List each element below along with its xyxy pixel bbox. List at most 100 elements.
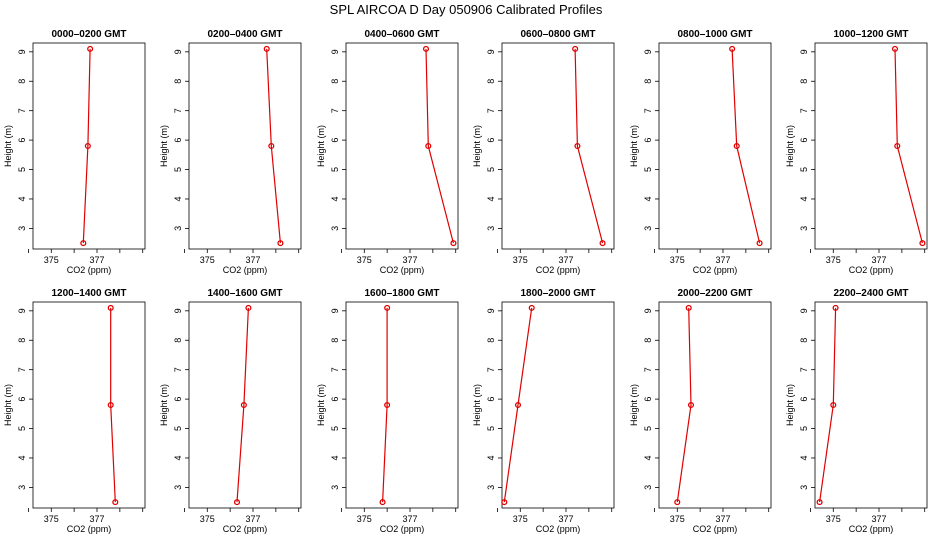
y-axis-label: Height (m) — [3, 384, 13, 426]
y-tick-label: 3 — [173, 485, 183, 490]
series-line — [266, 48, 281, 244]
x-tick-label: 377 — [715, 514, 730, 524]
data-point — [816, 499, 823, 506]
data-point — [107, 304, 114, 311]
y-tick-label: 6 — [173, 138, 183, 143]
panel-title: 2000–2200 GMT — [677, 288, 752, 299]
data-point — [891, 45, 899, 52]
y-tick-label: 3 — [486, 485, 496, 490]
y-tick-label: 7 — [643, 367, 653, 372]
y-tick-label: 3 — [799, 226, 809, 231]
x-tick-label: 375 — [513, 514, 528, 524]
series-line — [819, 307, 837, 503]
data-point — [450, 240, 457, 247]
plot-frame — [658, 301, 772, 509]
series-line — [894, 48, 923, 244]
y-tick-label: 3 — [799, 485, 809, 490]
data-point — [572, 45, 579, 52]
y-tick-label: 7 — [173, 367, 183, 372]
y-tick-label: 5 — [330, 426, 340, 431]
y-tick-label: 7 — [643, 108, 653, 113]
y-tick-label: 4 — [643, 196, 653, 201]
y-tick-label: 9 — [799, 308, 809, 313]
y-tick-label: 7 — [799, 367, 809, 372]
data-point — [733, 142, 740, 150]
x-axis-label: CO2 (ppm) — [693, 265, 738, 275]
y-axis-label: Height (m) — [159, 384, 169, 426]
panel-title: 0800–1000 GMT — [677, 29, 752, 40]
y-tick-label: 7 — [17, 108, 27, 113]
y-tick-label: 4 — [799, 455, 809, 460]
data-point — [268, 142, 275, 150]
y-tick-label: 6 — [799, 397, 809, 402]
x-tick-label: 377 — [402, 255, 417, 265]
x-axis-label: CO2 (ppm) — [849, 265, 894, 275]
y-tick-label: 6 — [330, 397, 340, 402]
data-point — [528, 304, 535, 311]
x-tick-label: 377 — [871, 255, 886, 265]
plot-frame — [658, 42, 772, 250]
data-point — [112, 499, 119, 506]
series-line — [731, 48, 761, 244]
figure-title: SPL AIRCOA D Day 050906 Calibrated Profi… — [330, 2, 603, 17]
y-tick-label: 8 — [486, 338, 496, 343]
data-point — [384, 401, 391, 409]
y-tick-label: 8 — [17, 79, 27, 84]
plot-frame — [32, 301, 146, 509]
y-axis-label: Height (m) — [3, 125, 13, 167]
y-axis-label: Height (m) — [629, 125, 639, 167]
y-tick-label: 9 — [486, 308, 496, 313]
data-point — [245, 304, 252, 311]
y-tick-label: 6 — [799, 138, 809, 143]
x-axis-label: CO2 (ppm) — [67, 524, 112, 534]
y-tick-label: 7 — [486, 367, 496, 372]
data-point — [830, 401, 837, 409]
data-point — [894, 142, 901, 150]
y-axis-label: Height (m) — [159, 125, 169, 167]
panel-title: 0600–0800 GMT — [520, 29, 595, 40]
y-tick-label: 8 — [643, 338, 653, 343]
series-line — [425, 48, 454, 244]
x-tick-label: 377 — [245, 514, 260, 524]
series-line — [503, 307, 533, 503]
y-tick-label: 7 — [486, 108, 496, 113]
panel-title: 1200–1400 GMT — [51, 288, 126, 299]
x-axis-label: CO2 (ppm) — [849, 524, 894, 534]
x-tick-label: 375 — [200, 255, 215, 265]
plot-frame — [188, 301, 302, 509]
data-point — [501, 499, 508, 506]
series-line — [574, 48, 604, 244]
y-axis-label: Height (m) — [785, 384, 795, 426]
y-tick-label: 8 — [330, 79, 340, 84]
y-tick-label: 9 — [17, 49, 27, 54]
y-tick-label: 7 — [17, 367, 27, 372]
y-tick-label: 5 — [643, 167, 653, 172]
panel-title: 0400–0600 GMT — [364, 29, 439, 40]
y-tick-label: 5 — [173, 167, 183, 172]
y-tick-label: 4 — [643, 455, 653, 460]
y-tick-label: 3 — [486, 226, 496, 231]
data-point — [263, 45, 270, 52]
y-tick-label: 6 — [486, 397, 496, 402]
y-axis-label: Height (m) — [472, 384, 482, 426]
y-tick-label: 5 — [486, 426, 496, 431]
y-tick-label: 9 — [330, 308, 340, 313]
data-point — [422, 45, 430, 52]
y-tick-label: 5 — [173, 426, 183, 431]
y-tick-label: 9 — [17, 308, 27, 313]
x-tick-label: 375 — [826, 514, 841, 524]
y-tick-label: 6 — [17, 397, 27, 402]
series-line — [82, 48, 91, 244]
y-axis-label: Height (m) — [316, 125, 326, 167]
x-axis-label: CO2 (ppm) — [380, 524, 425, 534]
y-tick-label: 6 — [643, 397, 653, 402]
y-tick-label: 8 — [486, 79, 496, 84]
y-tick-label: 9 — [173, 308, 183, 313]
y-axis-label: Height (m) — [316, 384, 326, 426]
